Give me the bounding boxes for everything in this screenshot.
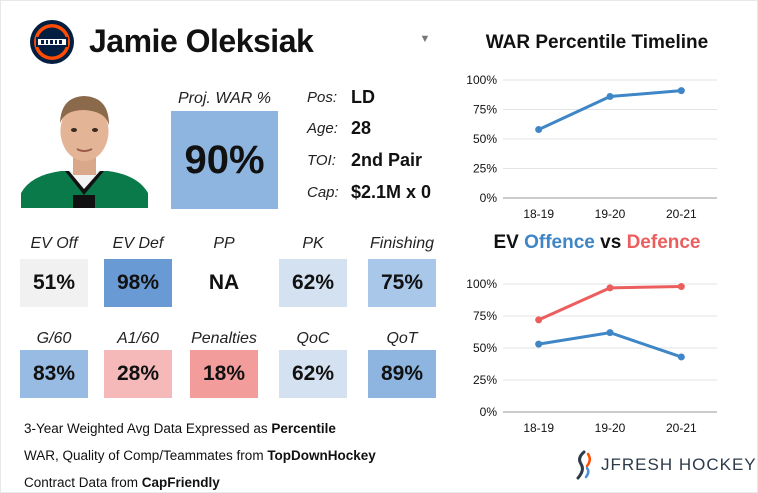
footnote-bold: TopDownHockey — [267, 448, 376, 463]
qoc-value: 62% — [279, 350, 347, 398]
data-point-war — [606, 93, 614, 101]
y-tick-label: 100% — [466, 73, 497, 87]
player-name: Jamie Oleksiak — [89, 23, 314, 59]
data-point-defence — [606, 284, 614, 292]
brand-mark-icon — [576, 450, 591, 480]
g60-label: G/60 — [36, 330, 72, 347]
a160-label: A1/60 — [117, 330, 159, 347]
chevron-down-icon[interactable]: ▼ — [419, 33, 431, 45]
penalties-value: 18% — [190, 350, 258, 398]
brand-name: JFRESH HOCKEY — [601, 455, 757, 474]
y-tick-label: 50% — [473, 132, 497, 146]
data-point-war — [535, 126, 543, 134]
x-tick-label: 19-20 — [595, 207, 626, 221]
penalties-label: Penalties — [191, 330, 257, 347]
pp-label: PP — [213, 235, 235, 252]
y-tick-label: 0% — [480, 405, 498, 419]
defence-title-word: Defence — [626, 232, 701, 253]
footnote-text: Contract Data from — [24, 475, 142, 490]
ev-off-value: 51% — [20, 259, 88, 307]
player-headshot — [21, 83, 148, 208]
y-tick-label: 50% — [473, 341, 497, 355]
footnote-bold: CapFriendly — [141, 475, 220, 490]
data-point-offence — [606, 329, 614, 337]
proj-war-value: 90% — [171, 111, 278, 209]
qot-value: 89% — [368, 350, 436, 398]
y-tick-label: 75% — [473, 309, 497, 323]
war-timeline-title: WAR Percentile Timeline — [485, 32, 709, 53]
cap-label: Cap: — [307, 184, 339, 201]
footnote-percentile: 3-Year Weighted Avg Data Expressed as Pe… — [24, 421, 336, 436]
series-line-offence — [538, 331, 682, 359]
finishing-value: 75% — [368, 259, 436, 307]
pos-label: Pos: — [307, 89, 338, 106]
offence-title-word: Offence — [524, 232, 595, 253]
y-tick-label: 25% — [473, 373, 497, 387]
data-point-defence — [535, 316, 543, 324]
y-tick-label: 0% — [480, 191, 498, 205]
a160-value: 28% — [104, 350, 172, 398]
y-tick-label: 25% — [473, 162, 497, 176]
data-point-war — [677, 87, 685, 95]
brand-logo: JFRESH HOCKEY — [573, 450, 757, 480]
series-line-defence — [538, 285, 682, 322]
ev-off-label: EV Off — [30, 235, 78, 252]
proj-war-label: Proj. WAR % — [177, 90, 272, 107]
data-point-defence — [677, 283, 685, 291]
footnote-war-source: WAR, Quality of Comp/Teammates from TopD… — [24, 448, 376, 463]
x-tick-label: 18-19 — [523, 421, 554, 435]
title-text: vs — [594, 232, 627, 253]
y-tick-label: 100% — [466, 277, 497, 291]
ev-def-value: 98% — [104, 259, 172, 307]
qot-label: QoT — [386, 330, 418, 347]
ev-offence-defence-chart: 0% 25% 50% 75% 100% 18-19 19-20 20-21 — [466, 277, 717, 435]
age-label: Age: — [307, 120, 338, 137]
toi-label: TOI: — [307, 152, 336, 169]
x-tick-label: 20-21 — [666, 421, 697, 435]
data-point-offence — [677, 353, 685, 361]
x-tick-label: 20-21 — [666, 207, 697, 221]
data-point-offence — [535, 340, 543, 348]
toi-value: 2nd Pair — [351, 150, 423, 170]
pp-value: NA — [190, 259, 258, 307]
ev-def-label: EV Def — [112, 235, 164, 252]
war-timeline-chart: 0% 25% 50% 75% 100% 18-19 19-20 20-21 — [466, 73, 717, 221]
footnote-text: 3-Year Weighted Avg Data Expressed as — [24, 421, 272, 436]
footnote-bold: Percentile — [271, 421, 336, 436]
pos-value: LD — [351, 87, 375, 107]
age-value: 28 — [351, 118, 372, 138]
title-text: EV — [493, 232, 525, 253]
team-logo-icon — [30, 20, 74, 64]
footnote-text: WAR, Quality of Comp/Teammates from — [24, 448, 268, 463]
pk-label: PK — [302, 235, 324, 252]
cap-value: $2.1M x 0 — [351, 182, 432, 202]
footnote-contract-source: Contract Data from CapFriendly — [24, 475, 220, 490]
pk-value: 62% — [279, 259, 347, 307]
x-tick-label: 19-20 — [595, 421, 626, 435]
finishing-label: Finishing — [369, 235, 435, 252]
qoc-label: QoC — [296, 330, 330, 347]
x-tick-label: 18-19 — [523, 207, 554, 221]
ev-offence-defence-title: EV Offence vs Defence — [467, 232, 727, 254]
g60-value: 83% — [20, 350, 88, 398]
y-tick-label: 75% — [473, 103, 497, 117]
